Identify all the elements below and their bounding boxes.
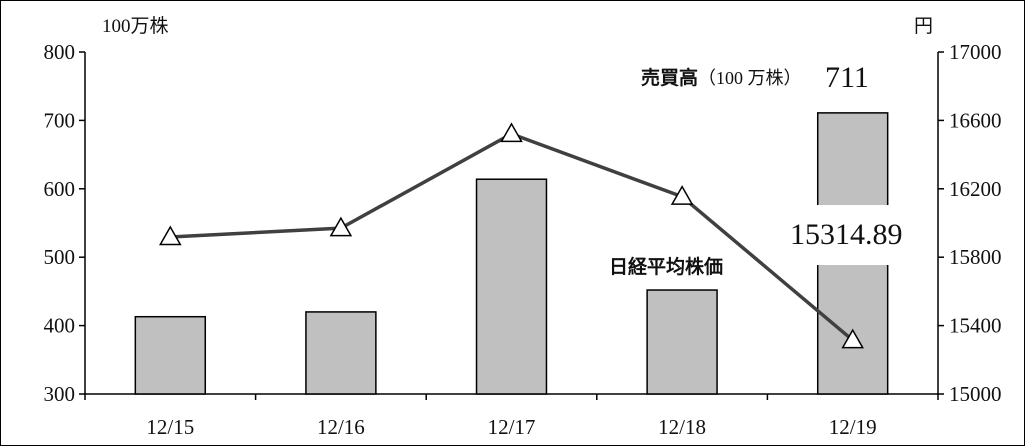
volume-last-value: 711: [825, 61, 869, 94]
index-last-value-background: [788, 205, 922, 265]
x-tick-label: 12/16: [317, 415, 365, 439]
x-tick-label: 12/15: [146, 415, 194, 439]
volume-bars: [134, 112, 889, 395]
volume-bar: [646, 289, 718, 395]
right-tick-label: 15000: [949, 382, 1002, 406]
right-axis-ticks: 15000 15400 15800 16200 16600 17000: [938, 40, 1002, 406]
x-tick-label: 12/17: [488, 415, 536, 439]
index-point-marker: [670, 185, 694, 205]
x-axis-ticks: 12/15 12/16 12/17 12/18 12/19: [84, 394, 939, 439]
left-tick-label: 800: [44, 40, 76, 64]
index-last-value-box: 15314.89: [788, 205, 922, 265]
right-tick-label: 17000: [949, 40, 1002, 64]
volume-bar: [134, 315, 207, 395]
volume-series-label: 売買高（100 万株）: [641, 66, 802, 89]
volume-bar: [305, 311, 377, 395]
index-point-marker: [159, 225, 182, 246]
right-tick-label: 16200: [949, 177, 1002, 201]
x-tick-label: 12/18: [658, 415, 706, 439]
left-tick-label: 500: [44, 245, 76, 269]
left-tick-label: 400: [44, 314, 76, 338]
index-point-marker: [329, 216, 353, 237]
left-tick-label: 600: [44, 177, 76, 201]
index-point-marker: [841, 328, 864, 349]
x-tick-label: 12/19: [829, 415, 877, 439]
index-point-marker: [500, 122, 523, 143]
right-tick-label: 15800: [949, 245, 1002, 269]
left-tick-label: 700: [44, 108, 76, 132]
right-tick-label: 15400: [949, 314, 1002, 338]
index-last-value: 15314.89: [790, 218, 903, 251]
volume-label-bold: 売買高: [641, 66, 698, 89]
volume-bar: [475, 178, 548, 395]
index-series-label: 日経平均株価: [609, 255, 723, 278]
left-axis-ticks: 300 400 500 600 700 800: [44, 40, 85, 406]
left-axis-unit: 100万株: [102, 15, 169, 37]
index-line-series: [159, 122, 864, 349]
right-axis-unit: 円: [914, 16, 933, 37]
left-tick-label: 300: [44, 382, 76, 406]
volume-label-unit: （100 万株）: [698, 68, 802, 88]
right-tick-label: 16600: [949, 108, 1002, 132]
